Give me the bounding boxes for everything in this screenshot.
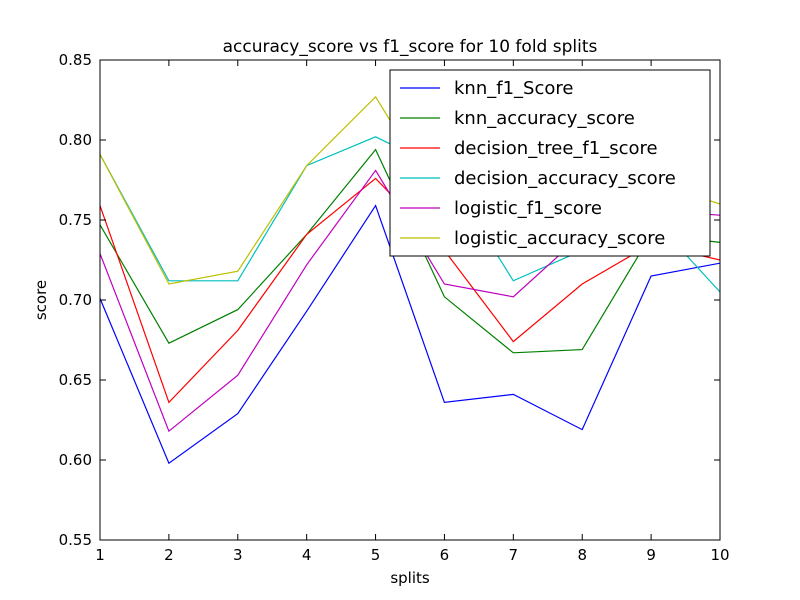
legend-label-decision_accuracy_score: decision_accuracy_score <box>454 168 676 189</box>
legend-box <box>389 69 711 257</box>
y-axis-label: score <box>32 280 50 320</box>
x-tick-label-1: 1 <box>95 546 105 564</box>
y-tick-label-0.70: 0.70 <box>59 291 92 309</box>
series-line-knn_f1_Score <box>100 204 720 465</box>
chart-title: accuracy_score vs f1_score for 10 fold s… <box>223 37 598 57</box>
y-tick-label-0.60: 0.60 <box>59 451 92 469</box>
x-tick-label-7: 7 <box>509 546 519 564</box>
y-tick-label-0.75: 0.75 <box>59 211 92 229</box>
x-tick-label-8: 8 <box>577 546 587 564</box>
legend-label-logistic_accuracy_score: logistic_accuracy_score <box>454 228 665 249</box>
y-tick-label-0.80: 0.80 <box>59 131 92 149</box>
y-tick-label-0.85: 0.85 <box>59 51 92 69</box>
legend-label-decision_tree_f1_score: decision_tree_f1_score <box>454 138 658 159</box>
legend-label-knn_accuracy_score: knn_accuracy_score <box>454 108 635 129</box>
x-tick-label-3: 3 <box>233 546 243 564</box>
x-tick-label-6: 6 <box>440 546 450 564</box>
x-tick-label-4: 4 <box>302 546 312 564</box>
legend-label-knn_f1_Score: knn_f1_Score <box>454 78 573 99</box>
x-tick-label-9: 9 <box>646 546 656 564</box>
x-tick-label-10: 10 <box>710 546 729 564</box>
x-tick-label-2: 2 <box>164 546 174 564</box>
legend: knn_f1_Score knn_accuracy_score decision_t… <box>389 69 711 257</box>
y-tick-label-0.55: 0.55 <box>59 531 92 549</box>
y-tick-label-0.65: 0.65 <box>59 371 92 389</box>
x-tick-label-5: 5 <box>371 546 381 564</box>
legend-label-logistic_f1_score: logistic_f1_score <box>454 198 602 219</box>
x-axis-label: splits <box>390 569 430 587</box>
